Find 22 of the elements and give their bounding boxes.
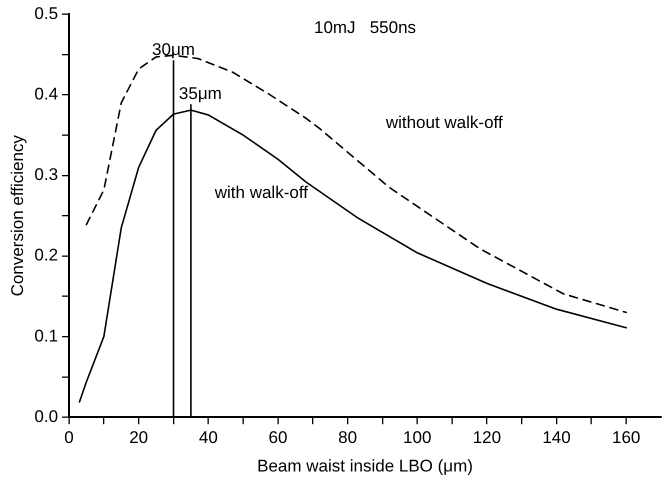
y-tick-label: 0.4 [34,84,58,104]
y-tick-label: 0.2 [34,246,58,265]
y-axis-title: Conversion efficiency [8,134,27,296]
y-tick-label: 0.3 [34,165,58,184]
x-tick-label: 60 [268,428,288,448]
x-tick-label: 120 [472,428,502,448]
x-tick-label: 40 [198,428,218,448]
x-tick-label: 0 [64,428,74,448]
x-tick-label: 80 [338,428,358,448]
x-tick-label: 100 [403,428,432,448]
y-tick-label: 0.1 [34,326,58,346]
x-tick-label: 160 [612,428,640,448]
ref-line-label: 35μm [178,84,222,103]
annotation: 10mJ 550ns [314,18,416,37]
y-tick-label: 0.0 [34,406,58,426]
x-tick-label: 140 [542,428,571,448]
y-tick-label: 0.5 [34,4,58,23]
x-axis-title: Beam waist inside LBO (μm) [257,456,473,476]
ref-line-label: 30μm [152,40,195,59]
series-label: with walk-off [214,182,308,202]
text: without walk-off [384,112,503,132]
x-tick-label: 20 [129,428,148,448]
